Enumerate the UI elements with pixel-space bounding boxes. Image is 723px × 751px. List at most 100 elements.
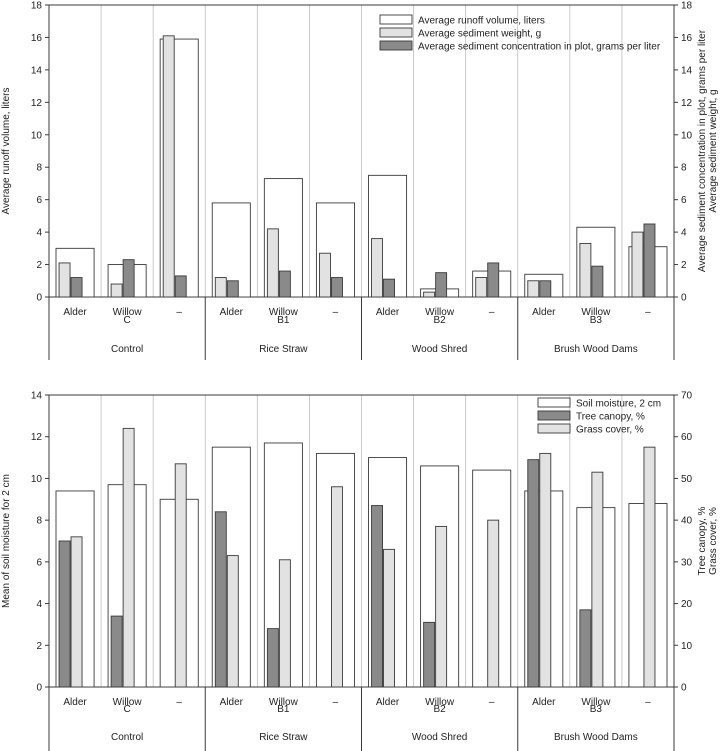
- y-tick-label: 18: [31, 1, 43, 12]
- treatment-name: Wood Shred: [412, 344, 467, 355]
- y-tick-label: 4: [36, 599, 42, 610]
- treatment-code: B2: [434, 704, 447, 715]
- category-label: Alder: [376, 697, 400, 708]
- legend-label: Average sediment concentration in plot, …: [418, 42, 661, 53]
- category-label: Willow: [581, 307, 611, 318]
- y2-tick-label: 60: [681, 432, 693, 443]
- y2-tick-label: 8: [681, 163, 687, 174]
- y2-tick-label: 14: [681, 65, 693, 76]
- legend-label: Soil moisture, 2 cm: [576, 399, 661, 410]
- bar: [214, 277, 227, 298]
- bar: [278, 270, 291, 298]
- bar: [70, 536, 83, 688]
- legend-swatch: [379, 40, 413, 51]
- bar: [527, 459, 540, 688]
- treatment-name: Rice Straw: [259, 732, 308, 743]
- y-tick-label: 10: [31, 130, 43, 141]
- bar: [110, 283, 123, 298]
- y-tick-label: 4: [36, 228, 42, 239]
- legend-swatch: [379, 14, 413, 25]
- category-label: –: [645, 697, 651, 708]
- y-tick-label: 0: [36, 683, 42, 694]
- bar: [226, 555, 239, 688]
- bar: [371, 238, 383, 298]
- category-label: Willow: [269, 307, 299, 318]
- bar: [423, 621, 436, 688]
- category-label: Alder: [220, 307, 244, 318]
- bar: [226, 280, 239, 298]
- y-tick-label: 8: [36, 163, 42, 174]
- y2-tick-label: 10: [681, 130, 693, 141]
- category-label: Willow: [425, 697, 455, 708]
- bar: [591, 471, 604, 688]
- y2-tick-label: 50: [681, 474, 693, 485]
- y2-tick-label: 4: [681, 228, 687, 239]
- category-label: Willow: [113, 697, 143, 708]
- legend-label: Average sediment weight, g: [418, 29, 541, 40]
- bar: [371, 505, 383, 688]
- category-label: Alder: [63, 697, 87, 708]
- bar: [591, 265, 604, 298]
- y2-axis-label: Tree canopy, %: [697, 506, 708, 575]
- category-label: Alder: [376, 307, 400, 318]
- category-label: Alder: [220, 697, 244, 708]
- y-tick-label: 6: [36, 557, 42, 568]
- bar: [487, 262, 500, 298]
- legend-swatch: [537, 397, 571, 408]
- bar: [122, 259, 135, 298]
- treatment-name: Rice Straw: [259, 344, 308, 355]
- treatment-code: C: [124, 704, 131, 715]
- bar: [266, 228, 279, 298]
- y-axis-label: Mean of soil moisture for 2 cm: [1, 474, 12, 608]
- bar: [319, 252, 331, 298]
- y2-tick-label: 30: [681, 557, 693, 568]
- treatment-name: Control: [111, 732, 143, 743]
- category-label: Alder: [532, 697, 556, 708]
- y-axis-label: Average runoff volume, liters: [1, 88, 12, 215]
- y2-tick-label: 6: [681, 195, 687, 206]
- chart-panel-1: 0 2 4 6 8 10 12 14 16 18 0 2 4 6 8 10 12 14 16 18 Average ru…: [1, 1, 719, 360]
- bar: [579, 243, 592, 298]
- y2-tick-label: 20: [681, 599, 693, 610]
- bar: [214, 511, 227, 688]
- bar: [383, 278, 395, 298]
- bar: [527, 280, 540, 298]
- treatment-name: Control: [111, 344, 143, 355]
- category-label: –: [333, 697, 339, 708]
- treatment-code: B1: [277, 315, 290, 326]
- y2-axis-label: Average sediment weight, g: [708, 89, 719, 212]
- bar: [475, 277, 488, 298]
- legend-swatch: [379, 27, 413, 38]
- category-label: –: [489, 307, 495, 318]
- treatment-code: B1: [277, 704, 290, 715]
- bar: [122, 427, 135, 688]
- y2-tick-label: 10: [681, 641, 693, 652]
- category-label: Alder: [532, 307, 556, 318]
- category-label: –: [489, 697, 495, 708]
- y-tick-label: 0: [36, 293, 42, 304]
- bar: [643, 223, 656, 298]
- bar: [383, 548, 395, 688]
- category-label: Alder: [63, 307, 87, 318]
- legend-swatch: [537, 410, 571, 421]
- y-tick-label: 10: [31, 474, 43, 485]
- y2-tick-label: 16: [681, 33, 693, 44]
- y-tick-label: 8: [36, 516, 42, 527]
- bar: [423, 291, 436, 298]
- bar: [579, 609, 592, 688]
- legend-label: Average runoff volume, liters: [418, 16, 545, 27]
- y2-tick-label: 0: [681, 683, 687, 694]
- legend-label: Tree canopy, %: [576, 412, 645, 423]
- y2-axis-label: Grass cover, %: [708, 507, 719, 575]
- category-label: Willow: [425, 307, 455, 318]
- bar: [539, 280, 552, 298]
- legend-label: Grass cover, %: [576, 425, 644, 436]
- bar: [58, 262, 71, 298]
- chart-panel-2: 0 2 4 6 8 10 12 14 0 10 20 30 40 50 60 70 Mean of soil m…: [1, 391, 719, 751]
- y2-tick-label: 0: [681, 293, 687, 304]
- bar: [278, 559, 291, 688]
- y2-tick-label: 70: [681, 391, 693, 402]
- y2-tick-label: 40: [681, 516, 693, 527]
- y2-axis-label: Average sediment concentration in plot, …: [697, 29, 708, 272]
